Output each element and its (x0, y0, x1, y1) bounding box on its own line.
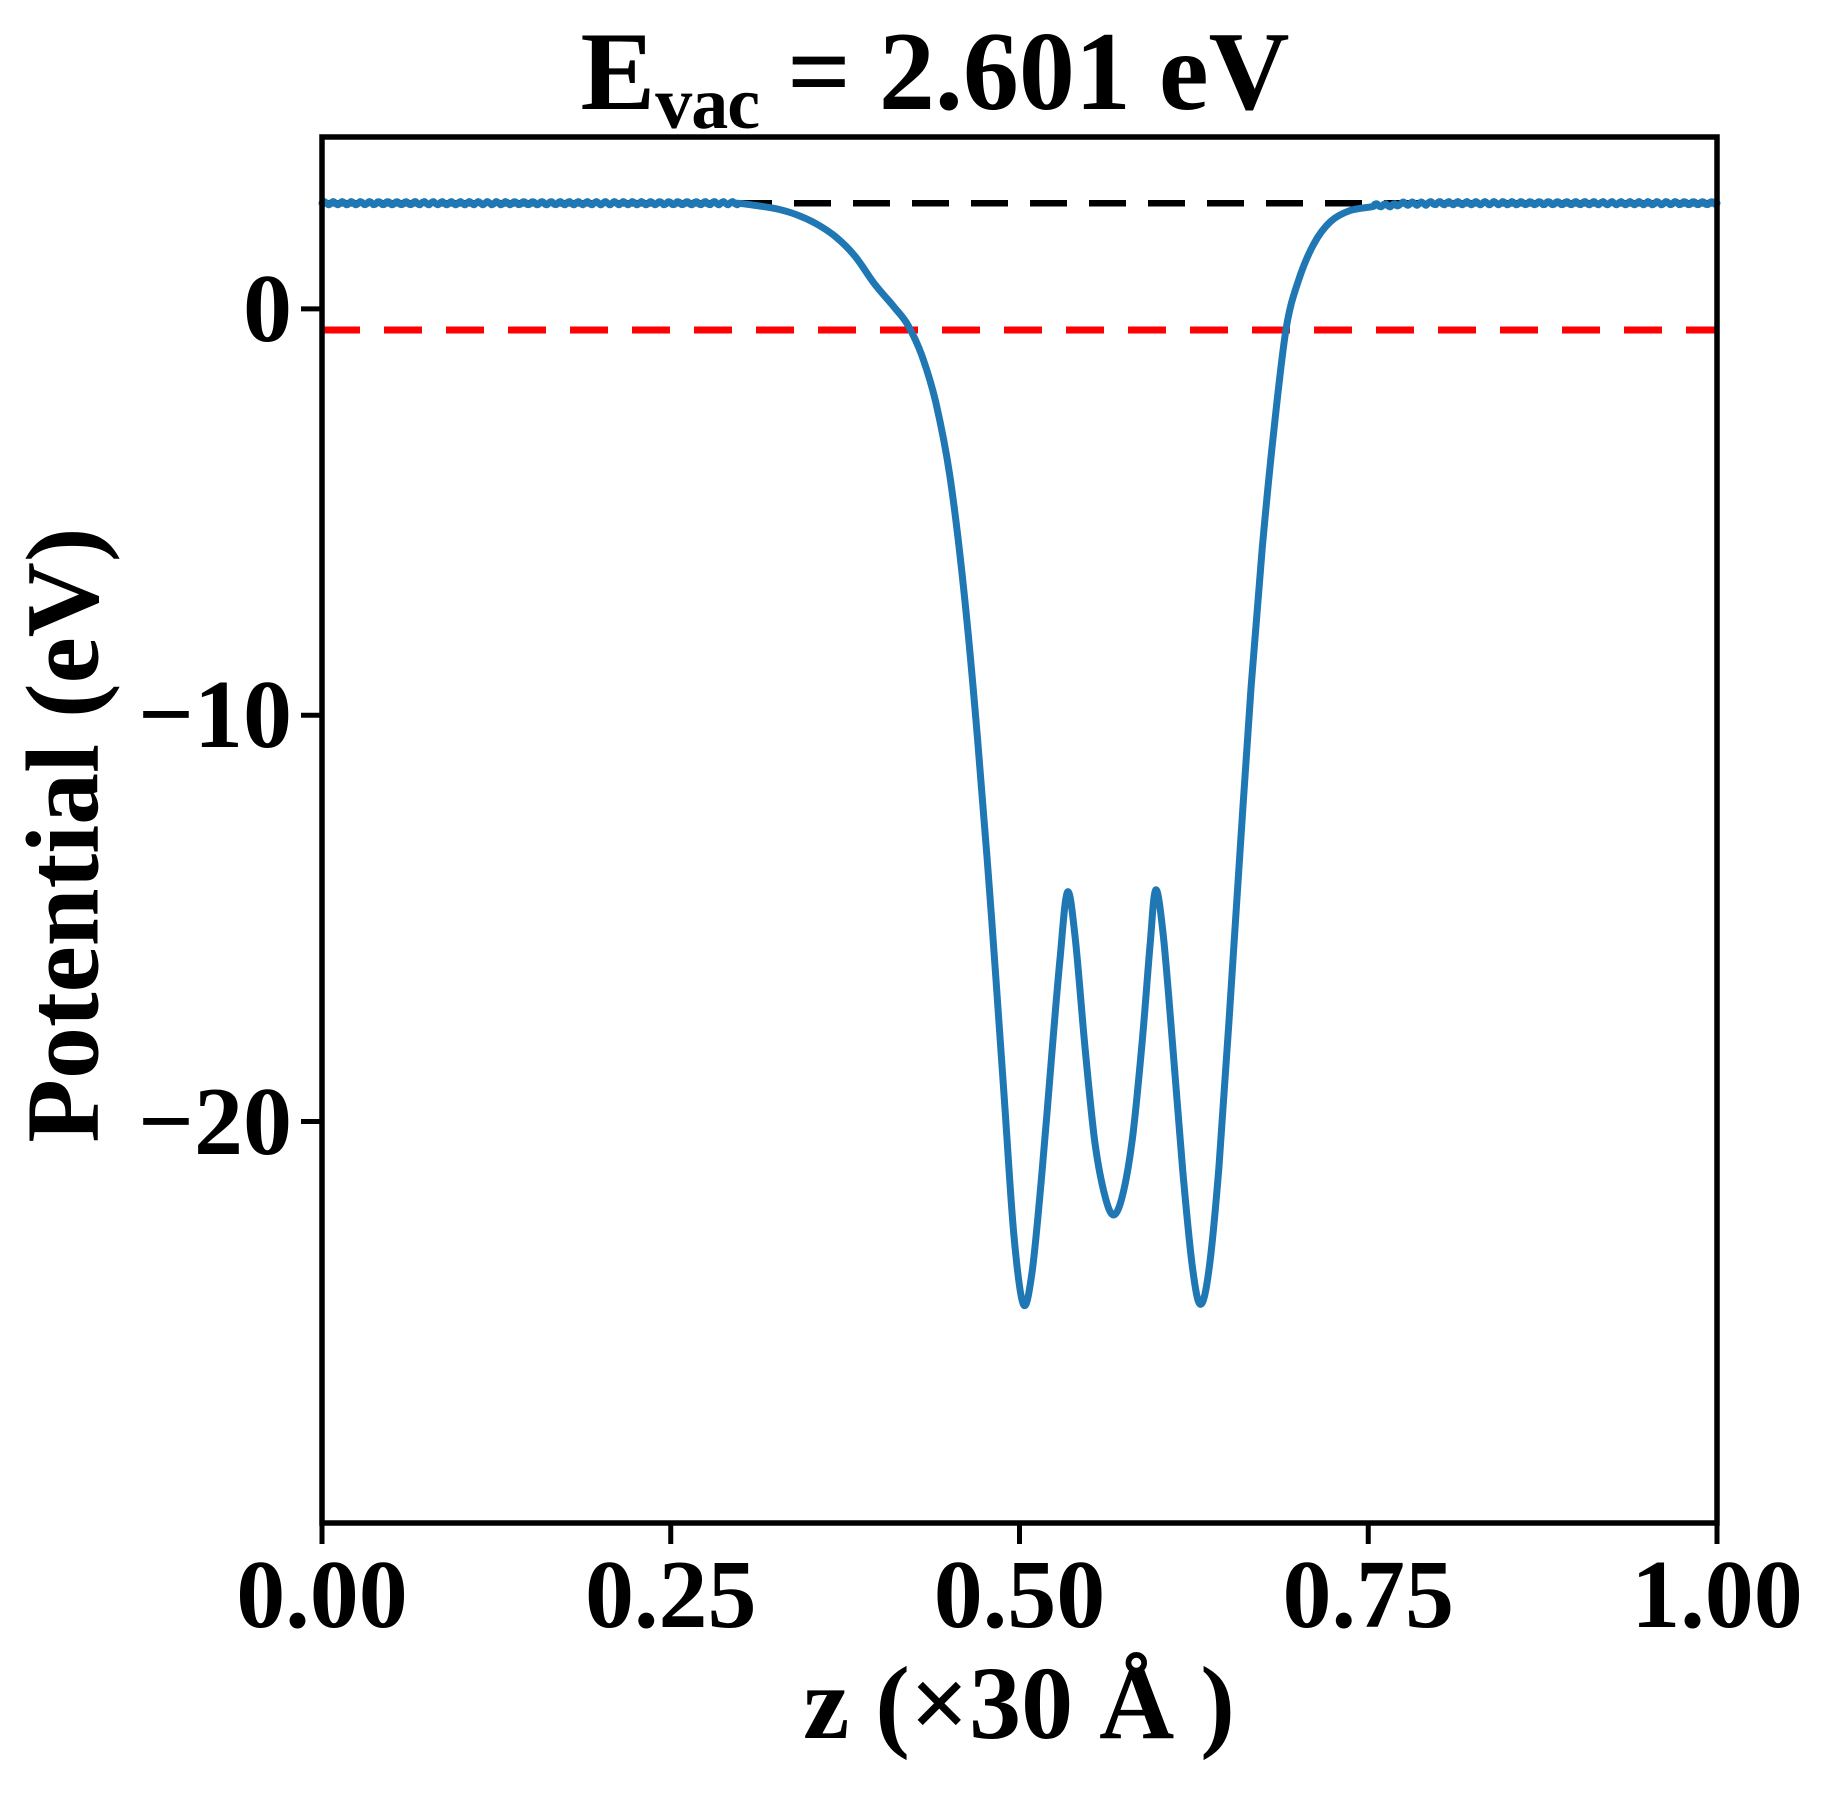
x-tick-label: 1.00 (1631, 1541, 1803, 1649)
potential-curve (318, 198, 1721, 1310)
axes-frame (319, 134, 1720, 1526)
plot-title: Evac = 2.601 eV (581, 16, 1290, 141)
y-tick-label: −10 (138, 661, 292, 770)
x-axis-label: z (×30 Å ) (803, 1646, 1235, 1761)
title-subscript: vac (655, 63, 760, 146)
title-symbol: E (580, 10, 656, 134)
title-value: = 2.601 eV (759, 10, 1290, 134)
y-tick-label: −20 (138, 1067, 292, 1176)
x-tick-label: 0.00 (236, 1541, 408, 1649)
y-axis-label: Potential (eV) (5, 527, 121, 1143)
x-tick-label: 0.25 (585, 1541, 757, 1649)
x-tick-label: 0.75 (1282, 1541, 1455, 1649)
x-tick-label: 0.50 (933, 1541, 1106, 1649)
y-tick-label: 0 (243, 254, 292, 363)
